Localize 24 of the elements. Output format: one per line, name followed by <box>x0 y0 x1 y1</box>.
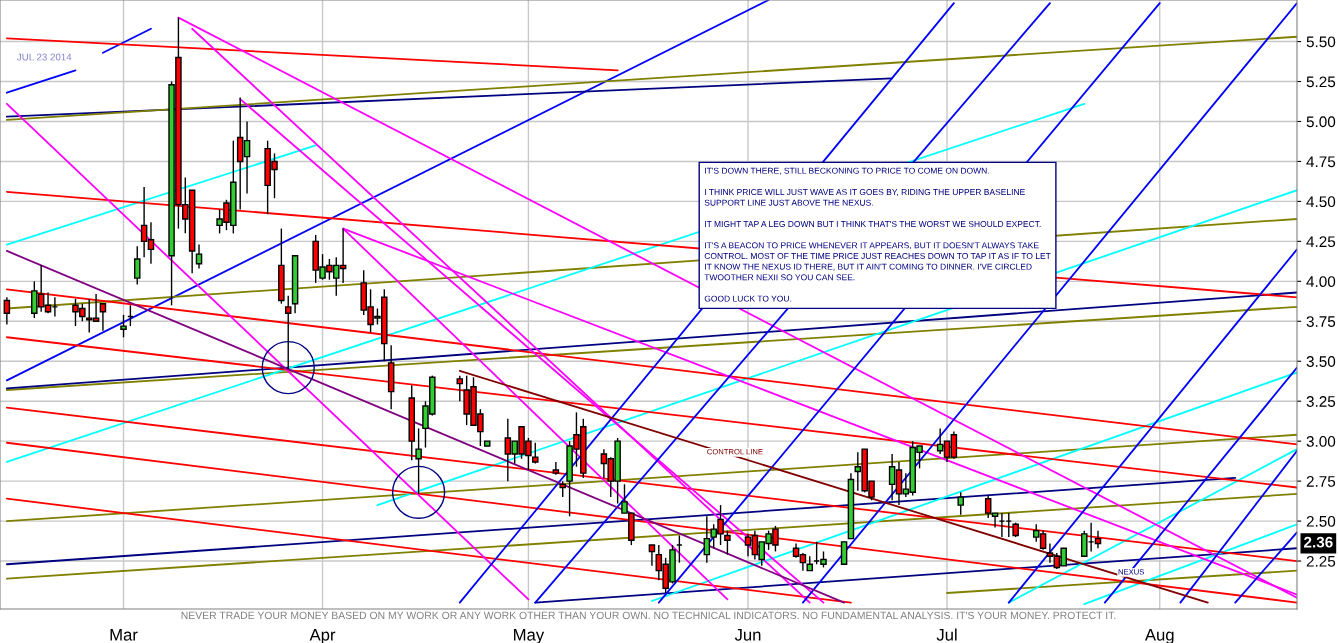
y-tick-label: 2.50 <box>1306 515 1336 527</box>
y-tick-label: 2.75 <box>1306 475 1336 487</box>
y-tick-label: 3.00 <box>1306 436 1336 447</box>
y-tick-label: 5.50 <box>1306 36 1336 48</box>
y-tick-label: 4.25 <box>1306 236 1336 248</box>
y-tick-label: 3.75 <box>1306 316 1336 327</box>
x-tick-label: Apr <box>309 629 336 643</box>
text: IT'S DOWN THERE, STILL BECKONING TO PRICE TO COME ON DOWN. I THINK PRICE WILL JUST WAVE AS IT GOES BY, RIDING THE UPPER BASELINE SUPPORT LINE JUST ABOVE THE NEXUS. IT MIGHT TAP A LEG DOWN BUT I THINK THAT'S THE WORST WE SHOULD EXPECT. IT'S A BEACON TO PRICE WHENEVER IT APPEARS, BUT IT DOESN'T ALWAYS TAKE CONTROL. MOST OF THE TIME PRICE JUST REACHES DOWN TO TAP IT AS IF TO LET IT KNOW THE NEXUS ID THERE, BUT IT AIN'T COMING TO DINNER. I'VE CIRCLED TWOOTHER NEXII SO YOU CAN SEE. GOOD LUCK TO YOU. <box>704 167 1051 302</box>
x-tick-label: May <box>514 629 545 643</box>
text: 2.36 <box>1304 536 1333 548</box>
y-tick-label: 2.25 <box>1306 555 1336 567</box>
y-tick-label: 4.75 <box>1306 156 1336 168</box>
text: JUL 23 2014 <box>17 53 72 61</box>
text: NEVER TRADE YOUR MONEY BASED ON MY WORK OR ANY WORK OTHER THAN YOUR OWN. NO TECHNICAL INDICATORS. NO FUNDAMENTAL ANALYSIS. IT'S YOUR MONEY. PROTECT IT. <box>181 611 1116 620</box>
x-tick-label: Jun <box>734 629 761 641</box>
x-tick-label: Aug <box>1144 629 1174 643</box>
y-tick-label: 5.25 <box>1306 76 1336 88</box>
x-tick-label: Mar <box>110 629 138 641</box>
y-tick-label: 4.00 <box>1306 276 1336 288</box>
x-tick-label: Jul <box>936 628 957 641</box>
y-tick-label: 3.50 <box>1306 356 1336 367</box>
y-tick-label: 5.00 <box>1306 116 1336 128</box>
y-tick-label: 3.25 <box>1306 396 1336 407</box>
y-tick-label: 4.50 <box>1306 196 1336 208</box>
